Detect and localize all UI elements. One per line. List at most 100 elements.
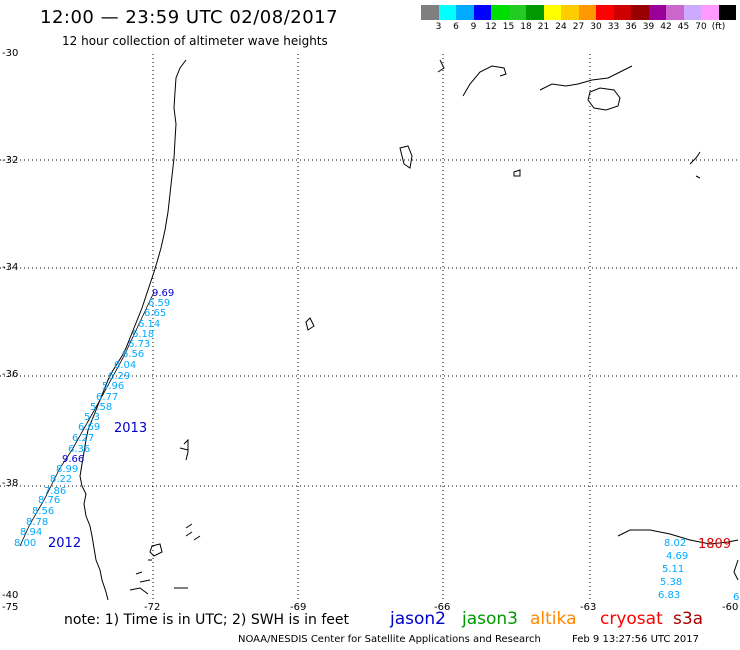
swh-value: 6.83 bbox=[658, 590, 680, 600]
swh-value: 5.3 bbox=[84, 412, 100, 423]
track-c-label: 1809 bbox=[698, 537, 731, 552]
swh-value: 6.77 bbox=[96, 392, 118, 403]
legend-cryosat: cryosat bbox=[600, 609, 663, 629]
colorbar-swatches bbox=[421, 5, 740, 20]
y-axis-label: -38 bbox=[2, 478, 19, 489]
x-axis-label: -75 bbox=[2, 602, 19, 613]
colorbar-label: 9 bbox=[470, 22, 477, 32]
swh-value: 9.66 bbox=[62, 454, 84, 465]
legend-altika: altika bbox=[530, 609, 577, 629]
island-5 bbox=[179, 438, 189, 461]
swh-value: 9.69 bbox=[152, 288, 174, 299]
swh-value: 6.18 bbox=[132, 329, 154, 340]
colorbar-label: 27 bbox=[572, 22, 585, 32]
colorbar-label: 33 bbox=[607, 22, 620, 32]
y-axis-label: -36 bbox=[2, 369, 19, 380]
track-a-values: 9.69 6.59 6.65 6.14 6.18 6.73 6.56 6.04 … bbox=[62, 288, 174, 465]
colorbar-swatch bbox=[631, 5, 649, 20]
track-c-values: 8.02 4.69 5.11 5.38 6.83 6 bbox=[658, 538, 739, 600]
colorbar-label: 24 bbox=[555, 22, 567, 32]
south-coast-right bbox=[617, 529, 739, 581]
track-b-values: 8.99 8.22 7.86 8.76 8.56 8.78 8.94 8.00 bbox=[14, 464, 78, 549]
chile-coastline bbox=[79, 59, 187, 600]
units-note: note: 1) Time is in UTC; 2) SWH is in fe… bbox=[64, 612, 350, 628]
swh-value: 8.02 bbox=[664, 538, 686, 549]
colorbar-swatch bbox=[701, 5, 719, 20]
x-axis-label: -66 bbox=[434, 602, 451, 613]
colorbar-swatch bbox=[421, 5, 439, 20]
swh-value: 6.36 bbox=[68, 444, 90, 455]
page-title: 12:00 — 23:59 UTC 02/08/2017 bbox=[40, 7, 339, 28]
coastline bbox=[79, 59, 739, 600]
y-axis-label: -32 bbox=[2, 155, 19, 166]
colorbar-swatch bbox=[456, 5, 474, 20]
swh-value: 5.58 bbox=[90, 402, 112, 413]
swh-value: 8.99 bbox=[56, 464, 78, 475]
x-axis-label: -63 bbox=[580, 602, 597, 613]
x-axis-label: -69 bbox=[290, 602, 307, 613]
colorbar-swatch bbox=[666, 5, 684, 20]
legend-s3a: s3a bbox=[673, 609, 704, 629]
x-axis-label: -72 bbox=[144, 602, 161, 613]
swh-value: 6.73 bbox=[128, 339, 150, 350]
swh-value: 7.86 bbox=[44, 486, 66, 497]
swh-value: 6.56 bbox=[122, 349, 144, 360]
swh-value: 6.65 bbox=[144, 308, 166, 319]
swh-value: 6.27 bbox=[72, 433, 94, 444]
x-axis-label: -60 bbox=[722, 602, 739, 613]
colorbar-label: 42 bbox=[660, 22, 672, 32]
colorbar-swatch bbox=[613, 5, 631, 20]
map-grid bbox=[0, 54, 740, 600]
swh-value: 5.96 bbox=[102, 381, 124, 392]
swh-value: 6.14 bbox=[138, 319, 160, 330]
island-3 bbox=[689, 151, 701, 179]
y-axis-label: -40 bbox=[2, 590, 19, 601]
track-a-line bbox=[59, 291, 155, 469]
swh-value: 8.76 bbox=[38, 495, 60, 506]
colorbar-swatch bbox=[473, 5, 491, 20]
colorbar-label: 18 bbox=[520, 22, 532, 32]
credit-text: NOAA/NESDIS Center for Satellite Applica… bbox=[238, 634, 541, 645]
track-b-line bbox=[19, 467, 61, 547]
island-2 bbox=[513, 169, 521, 177]
colorbar-labels: 3 6 9 12 15 18 21 24 27 30 33 36 39 42 45 70 (ft) bbox=[421, 20, 740, 34]
swh-value: 8.78 bbox=[26, 517, 48, 528]
colorbar-swatch bbox=[543, 5, 561, 20]
colorbar-swatch bbox=[561, 5, 579, 20]
swh-value: 8.56 bbox=[32, 506, 54, 517]
colorbar-label: 36 bbox=[625, 22, 637, 32]
colorbar-swatch bbox=[718, 5, 736, 20]
colorbar-label: 70 bbox=[695, 22, 707, 32]
track-a-label: 2013 bbox=[114, 421, 147, 436]
swh-value: 6 bbox=[733, 592, 739, 600]
legend-jason2: jason2 bbox=[390, 609, 446, 629]
colorbar-swatch bbox=[648, 5, 666, 20]
swh-value: 4.69 bbox=[666, 551, 688, 562]
colorbar-label: 6 bbox=[453, 22, 459, 32]
colorbar-label: (ft) bbox=[711, 22, 726, 32]
swh-value: 5.38 bbox=[660, 577, 682, 588]
wave-height-map: 9.69 6.59 6.65 6.14 6.18 6.73 6.56 6.04 … bbox=[0, 54, 740, 600]
colorbar-swatch bbox=[578, 5, 596, 20]
y-axis-label: -30 bbox=[2, 48, 19, 59]
swh-value: 6.69 bbox=[78, 422, 100, 433]
generated-timestamp: Feb 9 13:27:56 UTC 2017 bbox=[572, 634, 700, 645]
swh-value: 8.00 bbox=[14, 538, 36, 549]
page-subtitle: 12 hour collection of altimeter wave hei… bbox=[62, 34, 328, 48]
credit-footer: NOAA/NESDIS Center for Satellite Applica… bbox=[238, 634, 699, 645]
colorbar-swatch bbox=[683, 5, 701, 20]
swh-value: 5.11 bbox=[662, 564, 684, 575]
colorbar-swatch bbox=[596, 5, 614, 20]
island-6 bbox=[129, 523, 201, 595]
colorbar-label: 15 bbox=[502, 22, 515, 32]
track-b-label: 2012 bbox=[48, 536, 81, 551]
legend-jason3: jason3 bbox=[462, 609, 518, 629]
wave-height-colorbar: 3 6 9 12 15 18 21 24 27 30 33 36 39 42 45 70 (ft) bbox=[421, 5, 740, 35]
y-axis-label: -34 bbox=[2, 262, 19, 273]
colorbar-label: 45 bbox=[677, 22, 690, 32]
colorbar-label: 3 bbox=[435, 22, 442, 32]
colorbar-label: 12 bbox=[485, 22, 497, 32]
colorbar-label: 39 bbox=[642, 22, 655, 32]
swh-value: 8.22 bbox=[50, 474, 72, 485]
swh-value: 6.59 bbox=[148, 298, 170, 309]
